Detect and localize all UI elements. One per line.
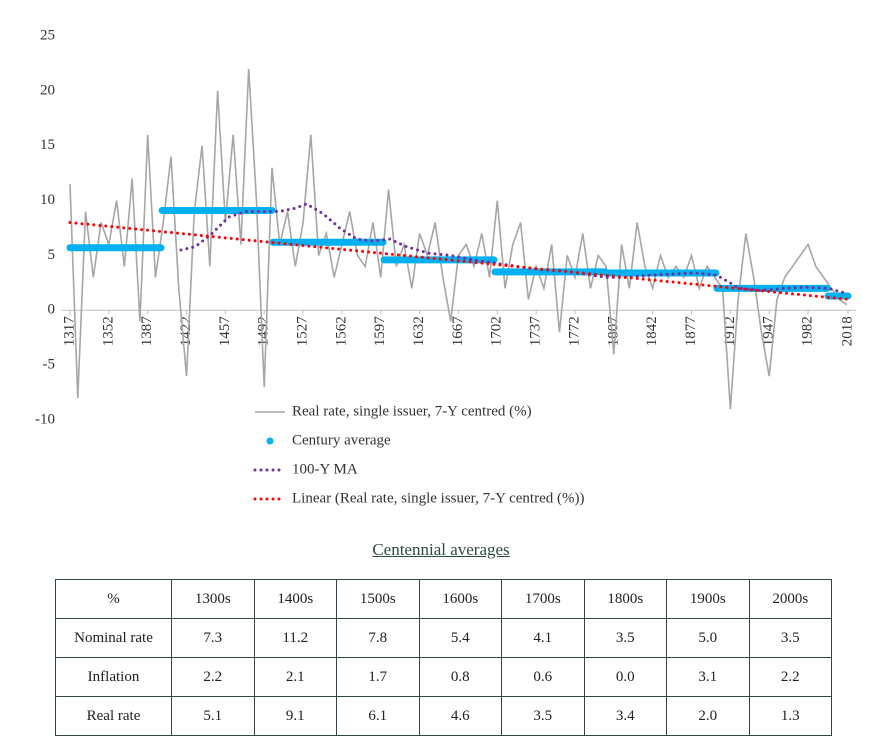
table-row: % 1300s 1400s 1500s 1600s 1700s 1800s 1900s 2000… bbox=[55, 579, 832, 619]
table-cell: 2.2 bbox=[748, 657, 832, 697]
y-tick-label: 10 bbox=[40, 192, 55, 208]
table-cell: 3.1 bbox=[666, 657, 750, 697]
table-cell: 11.2 bbox=[253, 618, 337, 658]
y-tick-label: 25 bbox=[40, 27, 55, 43]
y-tick-label: 15 bbox=[40, 137, 55, 153]
x-tick-label: 1982 bbox=[799, 316, 815, 346]
table-cell: 5.0 bbox=[666, 618, 750, 658]
table-title: Centennial averages bbox=[372, 540, 510, 559]
table-cell: 4.6 bbox=[418, 696, 502, 736]
table-cell: 1800s bbox=[583, 579, 667, 619]
x-tick-label: 1807 bbox=[605, 316, 621, 347]
table-cell: 2.1 bbox=[253, 657, 337, 697]
x-tick-label: 1492 bbox=[256, 316, 272, 346]
table-cell: 3.5 bbox=[501, 696, 585, 736]
table-cell: % bbox=[55, 579, 172, 619]
x-tick-label: 1877 bbox=[683, 316, 699, 347]
table-cell: 1400s bbox=[253, 579, 337, 619]
table-cell: 2.2 bbox=[171, 657, 255, 697]
legend-label: Century average bbox=[292, 432, 391, 448]
x-tick-label: 1527 bbox=[295, 316, 311, 347]
table-row: Real rate 5.1 9.1 6.1 4.6 3.5 3.4 2.0 1.3 bbox=[55, 696, 832, 736]
x-tick-label: 1422 bbox=[178, 316, 194, 346]
table-cell: 1700s bbox=[501, 579, 585, 619]
table-cell: Nominal rate bbox=[55, 618, 172, 658]
table-cell: 1.7 bbox=[336, 657, 420, 697]
table-cell: 1600s bbox=[418, 579, 502, 619]
table-cell: 2.0 bbox=[666, 696, 750, 736]
table-row: Nominal rate 7.3 11.2 7.8 5.4 4.1 3.5 5.0 3.5 bbox=[55, 618, 832, 658]
table-cell: 1500s bbox=[336, 579, 420, 619]
table-cell: Real rate bbox=[55, 696, 172, 736]
x-tick-label: 1597 bbox=[372, 316, 388, 347]
table-cell: 2000s bbox=[748, 579, 832, 619]
table-cell: 7.8 bbox=[336, 618, 420, 658]
y-tick-label: 20 bbox=[40, 82, 55, 98]
x-tick-label: 1457 bbox=[217, 316, 233, 347]
table-cell: 1300s bbox=[171, 579, 255, 619]
table-cell: Inflation bbox=[55, 657, 172, 697]
x-tick-label: 1667 bbox=[450, 316, 466, 347]
legend-swatch bbox=[266, 437, 274, 445]
x-tick-label: 1562 bbox=[333, 316, 349, 346]
series-line bbox=[179, 202, 850, 296]
legend-label: Real rate, single issuer, 7-Y centred (%… bbox=[292, 403, 532, 419]
table-cell: 9.1 bbox=[253, 696, 337, 736]
y-tick-label: 0 bbox=[48, 302, 56, 318]
data-table: % 1300s 1400s 1500s 1600s 1700s 1800s 1900s 2000… bbox=[55, 579, 832, 736]
table-cell: 0.8 bbox=[418, 657, 502, 697]
x-tick-label: 1772 bbox=[566, 316, 582, 346]
legend-label: 100-Y MA bbox=[292, 461, 358, 477]
table-cell: 1.3 bbox=[748, 696, 832, 736]
x-tick-label: 1842 bbox=[644, 316, 660, 346]
table-cell: 3.4 bbox=[583, 696, 667, 736]
table-cell: 0.6 bbox=[501, 657, 585, 697]
x-tick-label: 1317 bbox=[61, 316, 77, 347]
table-cell: 5.4 bbox=[418, 618, 502, 658]
x-tick-label: 1352 bbox=[100, 316, 116, 346]
x-tick-label: 1702 bbox=[489, 316, 505, 346]
y-tick-label: -5 bbox=[43, 357, 56, 373]
x-tick-label: 2018 bbox=[839, 316, 855, 346]
chart: -10 -5 0 5 10 15 20 25 1317 1352 1387 1422 1457 1492 1… bbox=[35, 27, 856, 506]
x-tick-label: 1737 bbox=[528, 316, 544, 347]
table-cell: 1900s bbox=[666, 579, 750, 619]
table-cell: 3.5 bbox=[583, 618, 667, 658]
y-tick-label: 5 bbox=[48, 247, 56, 263]
table-cell: 6.1 bbox=[336, 696, 420, 736]
series-line bbox=[69, 68, 848, 410]
y-tick-label: -10 bbox=[35, 411, 55, 427]
table-row: Inflation 2.2 2.1 1.7 0.8 0.6 0.0 3.1 2.2 bbox=[55, 657, 832, 697]
x-tick-label: 1387 bbox=[139, 316, 155, 347]
series-line bbox=[68, 221, 850, 301]
table-cell: 0.0 bbox=[583, 657, 667, 697]
table-cell: 7.3 bbox=[171, 618, 255, 658]
table-cell: 4.1 bbox=[501, 618, 585, 658]
x-tick-label: 1632 bbox=[411, 316, 427, 346]
table-cell: 3.5 bbox=[748, 618, 832, 658]
table-cell: 5.1 bbox=[171, 696, 255, 736]
legend-label: Linear (Real rate, single issuer, 7-Y ce… bbox=[292, 490, 584, 506]
